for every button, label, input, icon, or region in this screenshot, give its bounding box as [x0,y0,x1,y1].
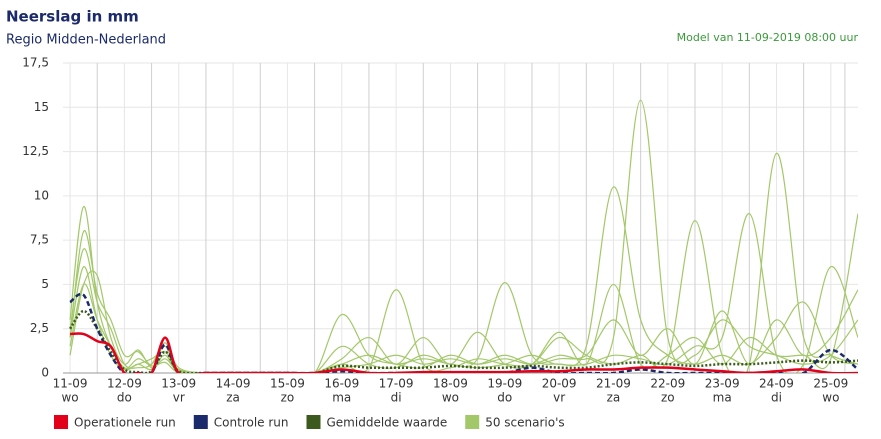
x-tick-day: vr [173,391,185,405]
legend-swatch [465,415,480,429]
series-line [69,309,858,373]
x-tick-day: ma [713,391,732,405]
legend-swatch [306,415,321,429]
x-tick-day: wo [442,391,459,405]
x-tick-day: zo [661,391,675,405]
x-tick-day: wo [61,391,78,405]
legend-label: Controle run [214,416,289,430]
chart-title: Neerslag in mm [6,8,139,26]
x-tick-day: di [391,391,402,405]
series-line [69,230,858,373]
y-tick-label: 17,5 [22,56,49,70]
y-tick-label: 12,5 [22,144,49,158]
y-tick-label: 7,5 [30,233,49,247]
x-tick-label: 14-09 [216,377,251,391]
legend-label: Gemiddelde waarde [327,416,448,430]
x-tick-day: wo [822,391,839,405]
y-tick-label: 2,5 [30,321,49,335]
x-tick-label: 16-09 [324,377,359,391]
legend-swatch [193,415,208,429]
x-tick-label: 13-09 [161,377,196,391]
x-tick-label: 11-09 [53,377,88,391]
x-tick-label: 22-09 [650,377,685,391]
x-tick-label: 17-09 [379,377,414,391]
x-tick-day: do [497,391,512,405]
x-tick-label: 23-09 [705,377,740,391]
x-tick-label: 19-09 [487,377,522,391]
series-line [69,186,858,373]
x-tick-label: 12-09 [107,377,142,391]
series-line [70,332,858,373]
x-tick-day: di [771,391,782,405]
model-annotation: Model van 11-09-2019 08:00 uur [677,31,859,44]
legend-label: 50 scenario's [485,416,564,430]
x-tick-label: 24-09 [759,377,794,391]
x-tick-day: za [226,391,240,405]
x-tick-day: za [607,391,621,405]
legend-label: Operationele run [74,416,176,430]
x-tick-label: 18-09 [433,377,468,391]
x-tick-day: ma [332,391,351,405]
y-tick-label: 15 [34,100,49,114]
y-tick-label: 0 [41,366,49,380]
y-tick-label: 5 [41,277,49,291]
x-tick-label: 21-09 [596,377,631,391]
plot-area [69,99,858,373]
series-line [69,212,858,373]
x-tick-day: do [117,391,132,405]
legend-swatch [54,415,68,429]
series-line [69,213,858,373]
x-tick-label: 20-09 [542,377,577,391]
chart-subtitle: Regio Midden-Nederland [6,33,166,48]
x-tick-day: vr [553,391,565,405]
y-tick-label: 10 [34,188,49,202]
x-tick-label: 25-09 [813,377,848,391]
x-tick-label: 15-09 [270,377,305,391]
x-tick-day: zo [281,391,295,405]
series-line [69,152,858,373]
